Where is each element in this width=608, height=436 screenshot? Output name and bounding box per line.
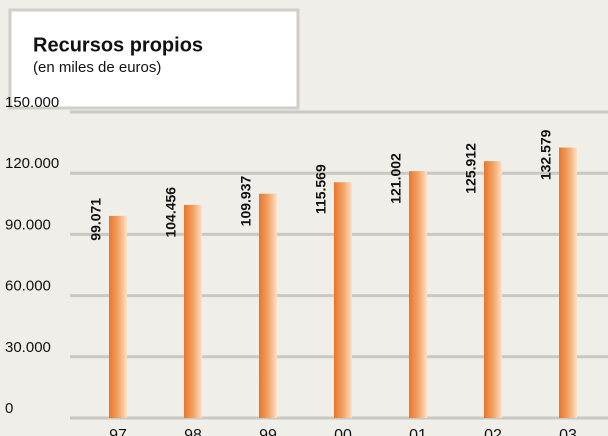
value-label: 121.002 [388, 153, 404, 204]
bar [184, 204, 202, 418]
value-label: 132.579 [538, 129, 554, 180]
value-label: 109.937 [238, 176, 254, 227]
bar [259, 193, 277, 418]
y-tick-label: 60.000 [5, 278, 51, 295]
bar [484, 161, 502, 418]
x-tick-label: 99 [259, 427, 277, 436]
x-tick-label: 00 [334, 427, 352, 436]
x-tick-label: 98 [184, 427, 202, 436]
bar [334, 182, 352, 418]
bar [109, 215, 127, 418]
value-label: 99.071 [88, 198, 104, 241]
value-label: 104.456 [163, 187, 179, 238]
x-tick-label: 03 [559, 427, 577, 436]
y-tick-label: 150.000 [5, 94, 59, 111]
x-tick-label: 01 [409, 427, 427, 436]
x-tick-label: 97 [109, 427, 127, 436]
bar [409, 171, 427, 418]
y-tick-label: 120.000 [5, 155, 59, 172]
y-tick-label: 30.000 [5, 339, 51, 356]
chart-subtitle: (en miles de euros) [33, 59, 161, 76]
chart-title: Recursos propios [33, 34, 203, 56]
title-box [8, 8, 300, 110]
bar [559, 147, 577, 419]
x-tick-label: 02 [484, 427, 502, 436]
value-label: 125.912 [463, 143, 479, 194]
y-tick-label: 0 [5, 400, 13, 417]
y-tick-label: 90.000 [5, 216, 51, 233]
value-label: 115.569 [313, 164, 329, 214]
